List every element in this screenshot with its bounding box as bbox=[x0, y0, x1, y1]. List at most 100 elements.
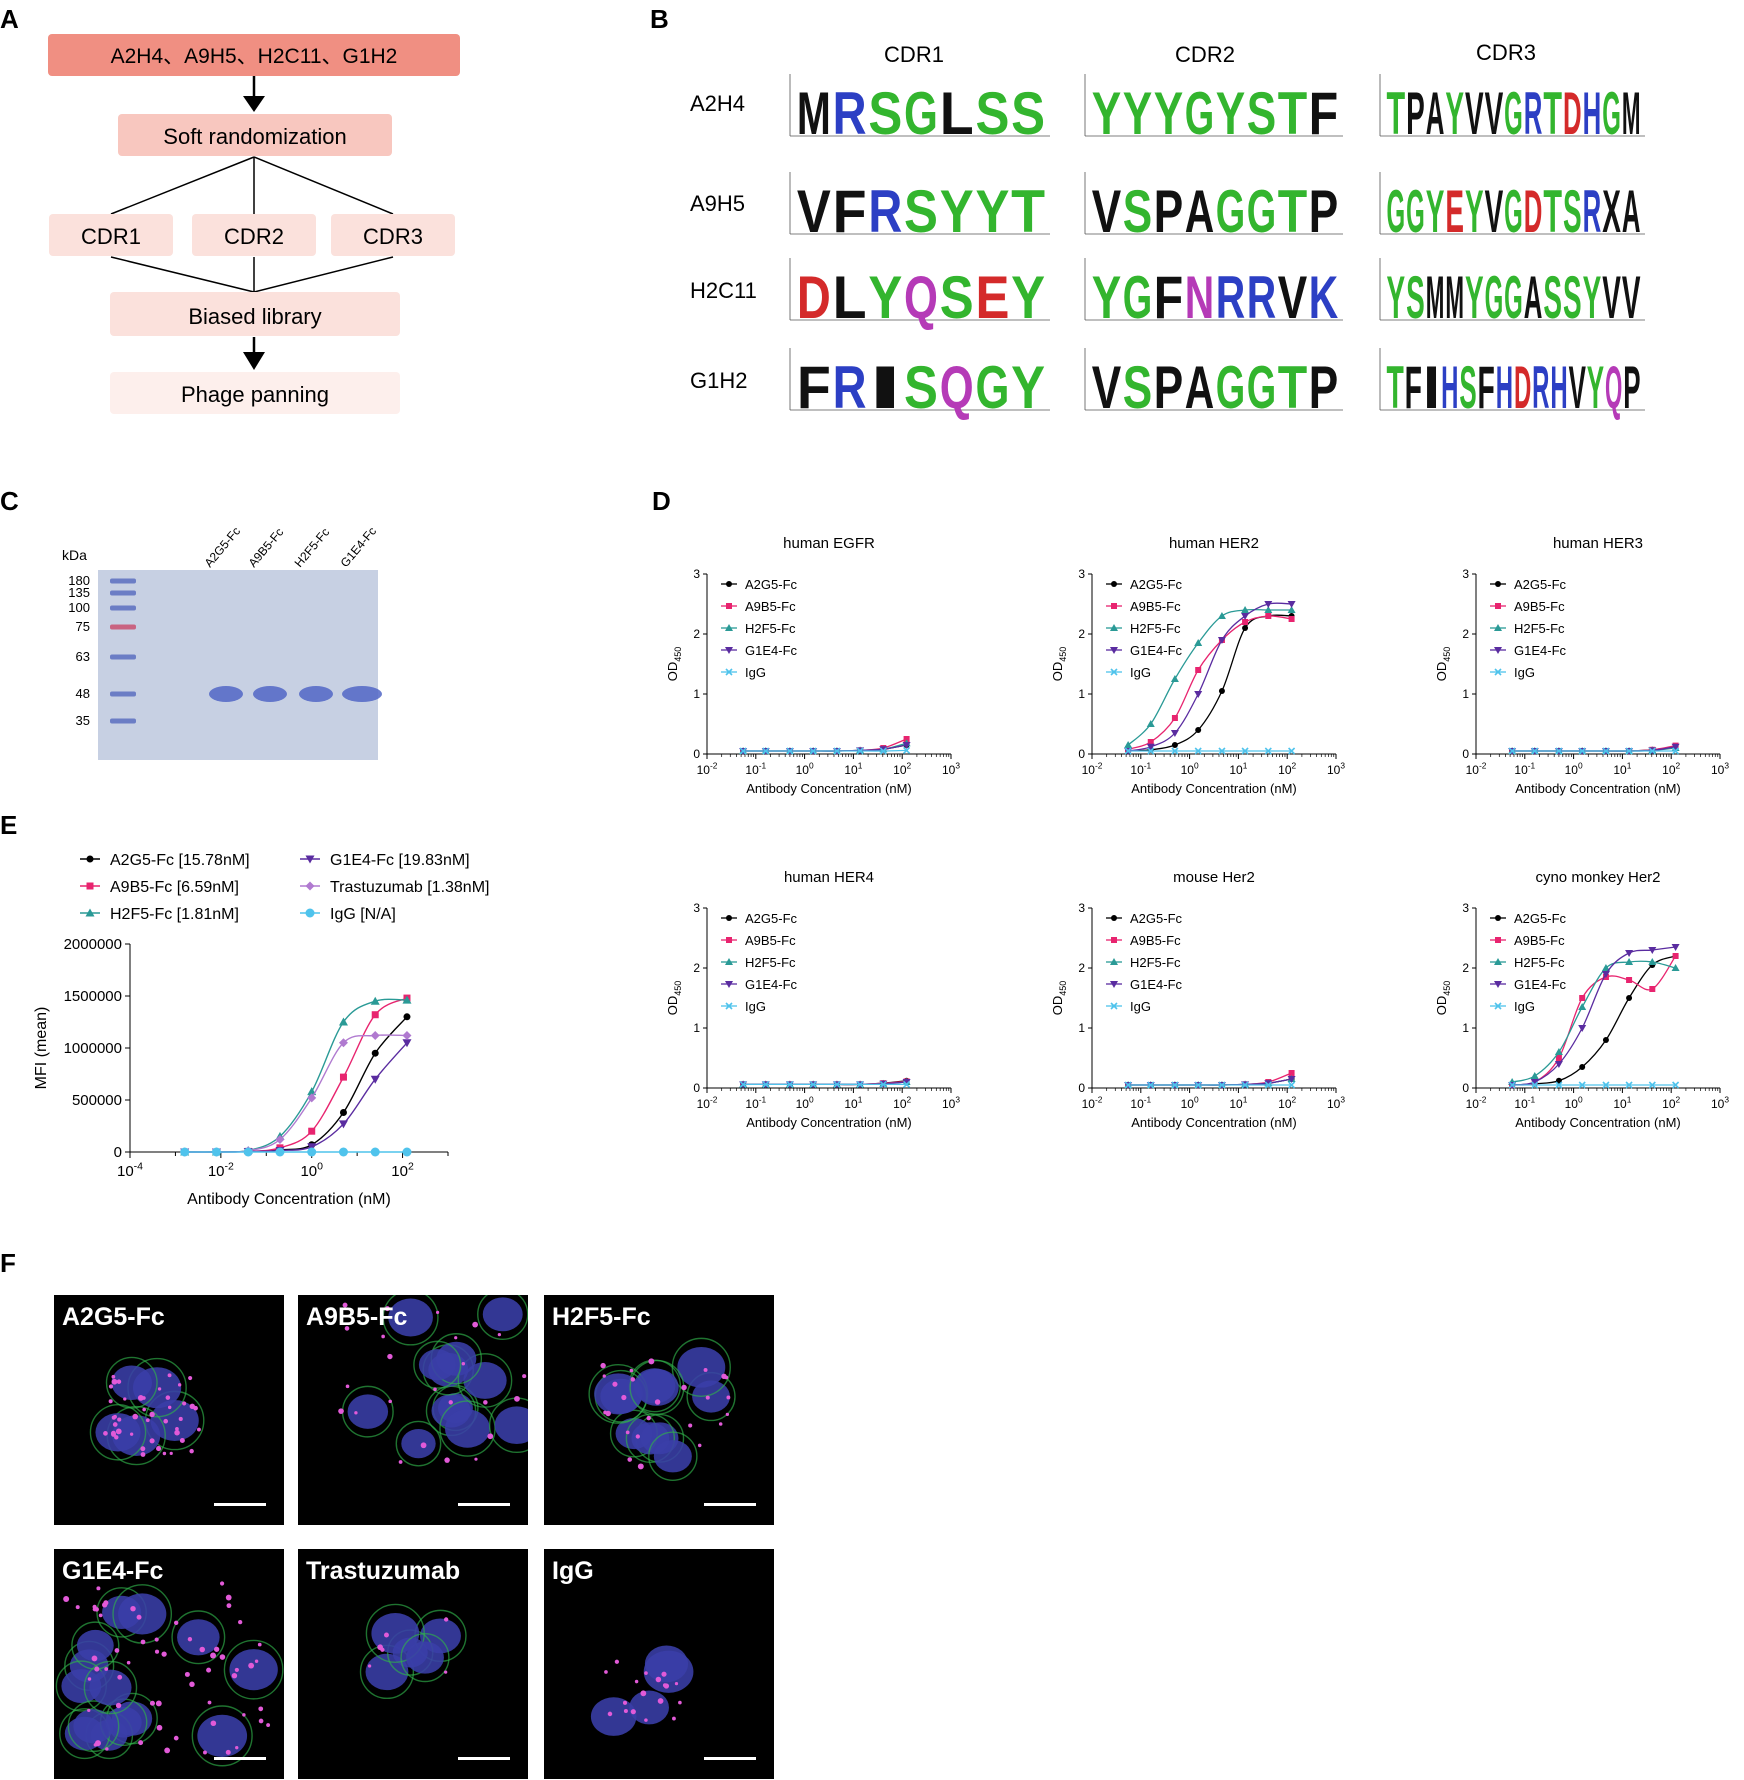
data-point bbox=[307, 1147, 317, 1157]
x-tick-label: 100 bbox=[1181, 761, 1199, 777]
internalization-dot bbox=[157, 1387, 162, 1391]
y-tick-label: 1000000 bbox=[64, 1040, 122, 1057]
internalization-dot bbox=[681, 1384, 687, 1391]
data-point bbox=[809, 1080, 817, 1088]
logo-letter: F bbox=[1309, 80, 1338, 147]
data-point bbox=[370, 996, 380, 1005]
y-axis-label: OD450 bbox=[665, 647, 683, 682]
legend-label: G1E4-Fc bbox=[1514, 643, 1567, 658]
y-tick-label: 1 bbox=[1462, 1021, 1469, 1035]
internalization-dot bbox=[342, 1302, 348, 1308]
membrane-stain bbox=[382, 1295, 439, 1346]
x-axis-label: Antibody Concentration (nM) bbox=[1131, 781, 1296, 796]
internalization-dot bbox=[63, 1596, 70, 1602]
legend-marker bbox=[86, 882, 94, 890]
internalization-dot bbox=[630, 1377, 636, 1382]
micrograph-image bbox=[359, 1603, 510, 1760]
data-point bbox=[1218, 688, 1225, 694]
data-point bbox=[371, 1011, 379, 1019]
internalization-dot bbox=[149, 1438, 155, 1444]
internalization-dot bbox=[448, 1400, 453, 1405]
logo-letter: G bbox=[1406, 178, 1425, 245]
x-tick-label: 10-2 bbox=[208, 1160, 234, 1180]
legend-label: H2F5-Fc bbox=[1514, 955, 1565, 970]
internalization-dot bbox=[137, 1395, 144, 1401]
logo-letter: D bbox=[797, 264, 831, 331]
micrograph-label: H2F5-Fc bbox=[552, 1303, 651, 1331]
logo-letter: V bbox=[1602, 264, 1621, 331]
internalization-dot bbox=[103, 1431, 108, 1436]
logo-letter: Y bbox=[868, 264, 902, 331]
internalization-dot bbox=[637, 1463, 644, 1470]
logo-letter: S bbox=[1123, 178, 1152, 245]
logo-letter: V bbox=[1622, 264, 1641, 331]
data-point bbox=[1218, 747, 1226, 755]
logo-letter: S bbox=[904, 354, 938, 421]
internalization-dot bbox=[145, 1418, 150, 1423]
internalization-dot bbox=[91, 1655, 98, 1662]
internalization-dot bbox=[607, 1711, 613, 1717]
data-point bbox=[1241, 613, 1250, 620]
legend-marker bbox=[1110, 1002, 1118, 1010]
data-point bbox=[902, 1079, 911, 1086]
legend-label: G1E4-Fc bbox=[745, 977, 798, 992]
internalization-dot bbox=[123, 1397, 127, 1401]
x-axis-label: Antibody Concentration (nM) bbox=[746, 1115, 911, 1130]
internalization-dot bbox=[196, 1427, 201, 1432]
series-line bbox=[743, 749, 907, 752]
internalization-dot bbox=[487, 1433, 494, 1440]
internalization-dot bbox=[725, 1412, 730, 1417]
logo-letter: A bbox=[1524, 264, 1543, 331]
x-axis-label: Antibody Concentration (nM) bbox=[187, 1191, 391, 1208]
ladder-band bbox=[110, 605, 136, 611]
flow-box-phage bbox=[110, 372, 400, 414]
internalization-dot bbox=[614, 1659, 620, 1664]
internalization-dot bbox=[235, 1745, 239, 1750]
internalization-dot bbox=[258, 1706, 264, 1712]
ladder-band bbox=[110, 691, 136, 697]
logo-letter: X bbox=[1602, 178, 1621, 245]
y-tick-label: 0 bbox=[693, 1081, 700, 1095]
x-tick-label: 10-1 bbox=[1514, 761, 1535, 777]
data-point bbox=[1124, 747, 1132, 755]
internalization-dot bbox=[155, 1700, 162, 1707]
logo-letter: T bbox=[1278, 178, 1307, 245]
internalization-dot bbox=[116, 1379, 122, 1384]
internalization-dot bbox=[102, 1602, 108, 1608]
logo-letter: S bbox=[1459, 354, 1476, 421]
flow-line bbox=[253, 156, 394, 215]
data-point bbox=[786, 1080, 794, 1088]
logo-letter: G bbox=[1504, 178, 1523, 245]
logo-letter: G bbox=[1504, 264, 1523, 331]
logo-letter: S bbox=[1123, 354, 1152, 421]
logo-letter: N bbox=[1185, 264, 1214, 331]
data-point bbox=[1601, 964, 1610, 971]
internalization-dot bbox=[621, 1394, 627, 1401]
logo-letter: D bbox=[1563, 80, 1582, 147]
legend-label: Trastuzumab [1.38nM] bbox=[330, 879, 489, 896]
logo-letter: G bbox=[1602, 80, 1621, 147]
data-point bbox=[339, 1073, 347, 1081]
internalization-dot bbox=[132, 1413, 139, 1420]
internalization-dot bbox=[188, 1375, 193, 1381]
logo-letter: S bbox=[904, 178, 938, 245]
internalization-dot bbox=[630, 1709, 636, 1715]
x-tick-label: 10-4 bbox=[117, 1160, 143, 1180]
legend-marker bbox=[1494, 1002, 1502, 1010]
legend-label: H2F5-Fc bbox=[1130, 955, 1181, 970]
legend-label: A9B5-Fc bbox=[745, 599, 796, 614]
logo-letter: I bbox=[868, 354, 902, 421]
flow-box-biased bbox=[110, 292, 400, 336]
logo-col-cdr3: CDR3 bbox=[1476, 40, 1536, 65]
internalization-dot bbox=[623, 1708, 628, 1713]
logo-letter: T bbox=[1278, 80, 1307, 147]
y-tick-label: 2 bbox=[693, 627, 700, 641]
chart-title: human EGFR bbox=[783, 535, 875, 552]
legend-marker bbox=[726, 915, 732, 921]
nucleus bbox=[629, 1690, 669, 1725]
internalization-dot bbox=[474, 1457, 478, 1461]
x-axis-label: Antibody Concentration (nM) bbox=[1515, 1115, 1680, 1130]
logo-letter: S bbox=[1563, 264, 1582, 331]
logo-letter: S bbox=[1247, 80, 1276, 147]
data-point bbox=[739, 1080, 747, 1088]
